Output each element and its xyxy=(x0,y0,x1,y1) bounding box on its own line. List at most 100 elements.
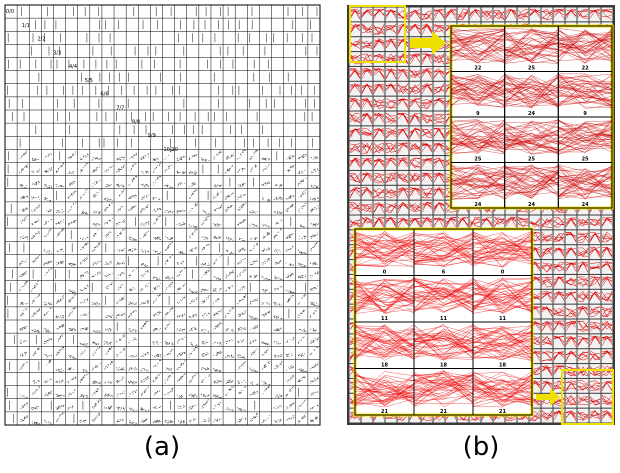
mini-lines xyxy=(397,201,409,213)
mini-lines xyxy=(541,321,553,332)
mini-plot xyxy=(129,153,137,159)
mini-plot xyxy=(177,182,185,187)
mini-cell xyxy=(397,37,409,52)
mini-lines xyxy=(373,202,385,213)
mini-plot xyxy=(55,184,65,188)
mini-lines xyxy=(361,203,373,213)
mini-lines xyxy=(385,9,397,19)
mini-cell xyxy=(529,215,541,230)
mini-lines xyxy=(541,410,553,421)
mini-lines xyxy=(409,172,421,183)
mini-lines xyxy=(517,217,529,228)
mini-lines xyxy=(541,247,553,258)
mini-plot xyxy=(164,184,173,189)
mini-plot xyxy=(310,222,319,227)
mini-plot xyxy=(68,289,77,294)
mini-plot xyxy=(176,249,186,254)
mini-lines xyxy=(349,38,361,49)
mini-plot xyxy=(128,389,137,397)
mini-lines xyxy=(409,157,421,169)
diagonal-label: 2/2 xyxy=(38,37,46,43)
mini-plot xyxy=(285,402,295,410)
mini-cell xyxy=(577,289,589,304)
mini-lines xyxy=(361,187,373,198)
mini-plot xyxy=(261,181,270,186)
inset-lines xyxy=(413,370,474,408)
mini-lines xyxy=(553,291,565,302)
inset-axis-label: 9 xyxy=(476,111,480,117)
mini-plot xyxy=(79,342,88,346)
mini-lines xyxy=(565,380,577,392)
mini-plot xyxy=(19,271,27,277)
mini-plot xyxy=(116,418,124,423)
mini-lines xyxy=(373,173,385,184)
mini-plot xyxy=(188,313,197,318)
mini-plot xyxy=(116,367,125,371)
mini-cell xyxy=(397,156,409,170)
mini-cell xyxy=(601,215,613,230)
mini-plot xyxy=(68,220,77,226)
mini-plot xyxy=(213,255,222,265)
mini-cell xyxy=(577,7,589,22)
mini-plot xyxy=(213,191,222,199)
mini-cell xyxy=(421,141,433,156)
mini-lines xyxy=(421,83,433,94)
mini-plot xyxy=(92,341,99,345)
mini-lines xyxy=(385,24,397,34)
inset-lines xyxy=(472,277,533,314)
inset-axis-label: 11 xyxy=(381,316,388,322)
mini-cell xyxy=(421,111,433,126)
inset-axis-label: 25 xyxy=(528,157,535,163)
mini-lines xyxy=(421,201,433,213)
mini-plot xyxy=(213,150,222,160)
mini-plot xyxy=(177,373,186,383)
mini-cell xyxy=(409,52,421,66)
mini-plot xyxy=(237,194,246,200)
mini-lines xyxy=(397,172,409,184)
mini-cell xyxy=(409,66,421,81)
mini-plot xyxy=(92,386,101,396)
mini-cell xyxy=(409,81,421,96)
mini-plot xyxy=(164,349,174,357)
mini-plot xyxy=(55,219,64,225)
mini-cell xyxy=(421,170,433,185)
diagonal-label: 7/7 xyxy=(116,105,124,111)
mini-lines xyxy=(589,306,601,317)
mini-cell xyxy=(493,7,505,22)
mini-lines xyxy=(349,187,361,199)
mini-plot xyxy=(20,215,28,224)
mini-plot xyxy=(128,194,137,200)
mini-lines xyxy=(421,113,433,124)
mini-plot xyxy=(310,337,319,344)
mini-plot xyxy=(225,339,234,344)
mini-cell xyxy=(349,52,361,66)
mini-plot xyxy=(176,268,186,277)
mini-lines xyxy=(601,261,613,272)
mini-cell xyxy=(565,7,577,22)
mini-plot xyxy=(273,286,283,291)
mini-cell xyxy=(541,274,553,289)
mini-plot xyxy=(177,283,186,292)
mini-plot xyxy=(104,361,113,370)
inset-lines xyxy=(558,119,613,155)
mini-plot xyxy=(19,258,27,266)
mini-plot xyxy=(261,258,270,266)
mini-cell xyxy=(553,289,565,304)
mini-plot xyxy=(80,237,89,240)
mini-plot xyxy=(43,219,53,225)
mini-plot xyxy=(128,367,137,371)
mini-cell xyxy=(589,245,601,260)
mini-plot xyxy=(237,219,246,226)
mini-plot xyxy=(285,273,294,278)
mini-plot xyxy=(105,314,113,318)
mini-plot xyxy=(55,315,64,319)
mini-plot xyxy=(310,271,319,279)
mini-plot xyxy=(79,394,89,398)
mini-plot xyxy=(310,302,319,306)
mini-lines xyxy=(385,216,397,228)
mini-plot xyxy=(285,262,294,266)
mini-cell xyxy=(385,37,397,52)
mini-plot xyxy=(116,261,125,266)
mini-lines xyxy=(541,291,553,303)
mini-plot xyxy=(153,215,161,225)
